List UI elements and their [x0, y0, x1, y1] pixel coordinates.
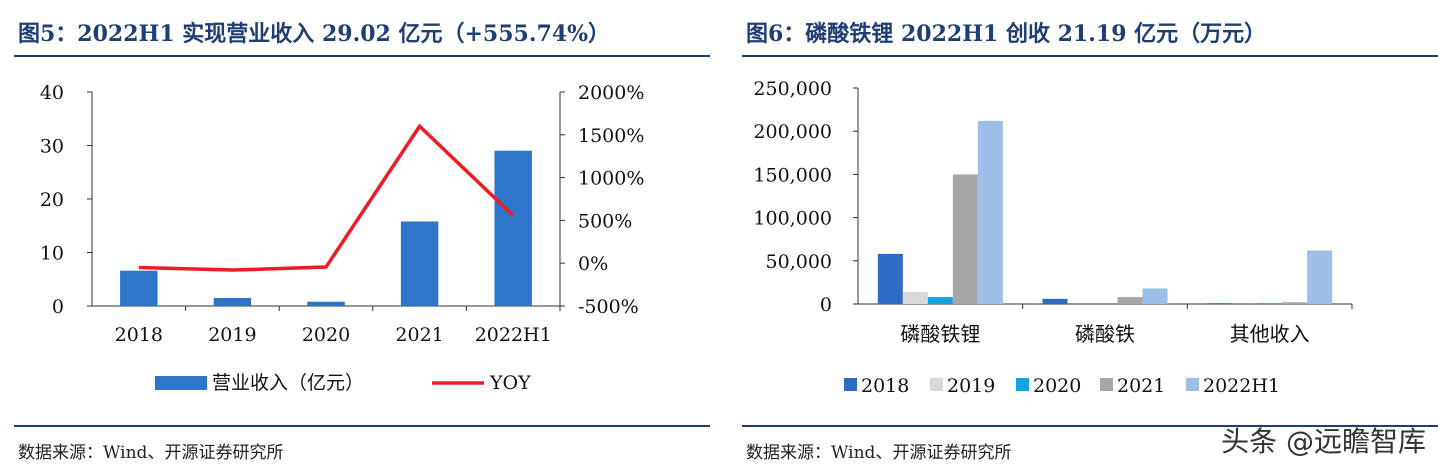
- figure-5-bottom-rule: [14, 425, 710, 427]
- legend-label-revenue: 营业收入（亿元）: [212, 372, 364, 394]
- y-tick-label: 40: [40, 82, 64, 104]
- legend-label-2019: 2019: [947, 375, 995, 397]
- legend-swatch-2019: [930, 378, 943, 391]
- figure-5-source: 数据来源：Wind、开源证券研究所: [18, 443, 284, 463]
- bar-2021: [1117, 297, 1143, 304]
- yoy-line: [138, 123, 515, 272]
- x-tick-label: 其他收入: [1230, 322, 1310, 346]
- bar-2021: [1282, 302, 1308, 304]
- figure-6-bottom-rule: [742, 425, 1438, 427]
- y2-tick-label: 1000%: [578, 168, 644, 190]
- bar-2018: [1042, 298, 1068, 304]
- x-tick-label: 2020: [302, 324, 350, 346]
- revenue-bar: [400, 221, 439, 306]
- x-tick-label: 2018: [115, 324, 163, 346]
- figure-5-title: 图5：2022H1 实现营业收入 29.02 亿元（+555.74%）: [18, 21, 611, 47]
- revenue-bar: [494, 150, 532, 306]
- figure-5-top-rule: [14, 55, 710, 57]
- bar-2021: [952, 174, 978, 304]
- bar-2022h1: [1307, 250, 1333, 304]
- y2-tick-label: 500%: [578, 210, 632, 232]
- legend-label-2021: 2021: [1117, 375, 1165, 397]
- y-tick-label: 250,000: [753, 78, 832, 100]
- legend-swatch-revenue: [155, 376, 207, 390]
- legend-swatch-2018: [844, 378, 857, 391]
- x-tick-label: 2022H1: [475, 324, 552, 346]
- y-tick-label: 30: [40, 136, 64, 158]
- bar-2022h1: [977, 120, 1003, 304]
- legend-label-yoy: YOY: [489, 372, 531, 394]
- y-tick-label: 20: [40, 189, 64, 211]
- legend-label-2018: 2018: [861, 375, 909, 397]
- y2-tick-label: -500%: [578, 296, 639, 318]
- figure-6-source: 数据来源：Wind、开源证券研究所: [746, 443, 1012, 463]
- product-revenue-chart: 0 50,000 100,000 150,000 200,000 250,000 磷酸铁锂 磷…: [753, 78, 1353, 397]
- figure-6-top-rule: [742, 55, 1438, 57]
- y2-tick-label: 2000%: [578, 82, 644, 104]
- revenue-bar: [120, 270, 158, 306]
- x-tick-label: 2019: [208, 324, 256, 346]
- bar-2018: [877, 253, 903, 304]
- y-tick-label: 0: [52, 296, 64, 318]
- bar-2020: [1257, 303, 1283, 304]
- legend-label-2020: 2020: [1033, 375, 1081, 397]
- y-tick-label: 100,000: [753, 208, 832, 230]
- legend-swatch-2022h1: [1186, 378, 1199, 391]
- x-tick-label: 磷酸铁: [1075, 322, 1135, 346]
- figure-5-panel: 图5：2022H1 实现营业收入 29.02 亿元（+555.74%） 0 10 2…: [0, 0, 710, 469]
- revenue-bar: [213, 297, 252, 306]
- y-tick-label: 200,000: [753, 121, 832, 143]
- bar-2019: [902, 291, 928, 304]
- y-tick-label: 50,000: [766, 251, 832, 273]
- y-tick-label: 150,000: [753, 164, 832, 186]
- y-tick-label: 0: [820, 294, 832, 316]
- bar-2020: [927, 297, 953, 304]
- y2-tick-label: 1500%: [578, 125, 644, 147]
- x-tick-label: 2021: [395, 324, 443, 346]
- figure-6-panel: 图6：磷酸铁锂 2022H1 创收 21.19 亿元（万元） 0 50,000 10…: [728, 0, 1438, 469]
- bar-2018: [1207, 303, 1233, 304]
- legend-label-2022h1: 2022H1: [1203, 375, 1280, 397]
- figure-6-title: 图6：磷酸铁锂 2022H1 创收 21.19 亿元（万元）: [746, 21, 1267, 47]
- legend-swatch-2020: [1016, 378, 1029, 391]
- bar-2022h1: [1142, 288, 1168, 304]
- legend-swatch-2021: [1100, 378, 1113, 391]
- watermark: 头条 @远瞻智库: [1221, 425, 1426, 458]
- x-tick-label: 磷酸铁锂: [900, 322, 980, 346]
- revenue-bar: [307, 301, 345, 306]
- revenue-chart: 0 10 20 30 40 -500% 0% 500% 1000% 1500% 2000% 2018 2…: [40, 82, 645, 394]
- y-tick-label: 10: [40, 243, 64, 265]
- y2-tick-label: 0%: [578, 253, 608, 275]
